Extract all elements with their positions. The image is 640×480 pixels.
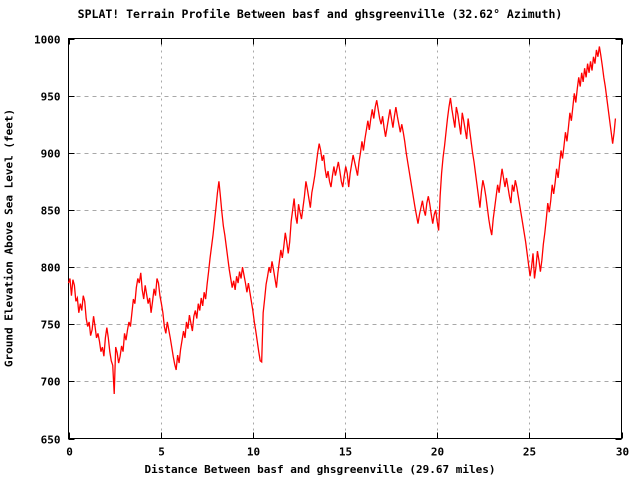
- axis-tick-labels: 0 5 10 15 20 25 30 650 700 750 800 850 900 950 1000: [34, 34, 629, 459]
- x-tick-label: 25: [523, 446, 536, 459]
- y-tick-label: 950: [41, 91, 61, 104]
- y-tick-label: 900: [41, 148, 61, 161]
- x-axis-label: Distance Between basf and ghsgreenville …: [144, 463, 496, 476]
- y-tick-label: 1000: [34, 34, 61, 47]
- elevation-series-line: [67, 46, 617, 394]
- x-tick-label: 15: [339, 446, 352, 459]
- axis-ticks: [68, 38, 623, 440]
- y-tick-label: 700: [41, 376, 61, 389]
- x-tick-label: 30: [616, 446, 629, 459]
- gridlines: [68, 38, 622, 439]
- chart-title: SPLAT! Terrain Profile Between basf and …: [77, 7, 563, 21]
- y-tick-label: 650: [41, 434, 61, 447]
- y-tick-label: 850: [41, 205, 61, 218]
- x-tick-label: 20: [431, 446, 444, 459]
- x-tick-label: 0: [66, 446, 73, 459]
- x-tick-label: 5: [158, 446, 165, 459]
- plot-frame: [68, 38, 622, 439]
- x-tick-label: 10: [247, 446, 260, 459]
- y-tick-label: 750: [41, 319, 61, 332]
- y-tick-label: 800: [41, 262, 61, 275]
